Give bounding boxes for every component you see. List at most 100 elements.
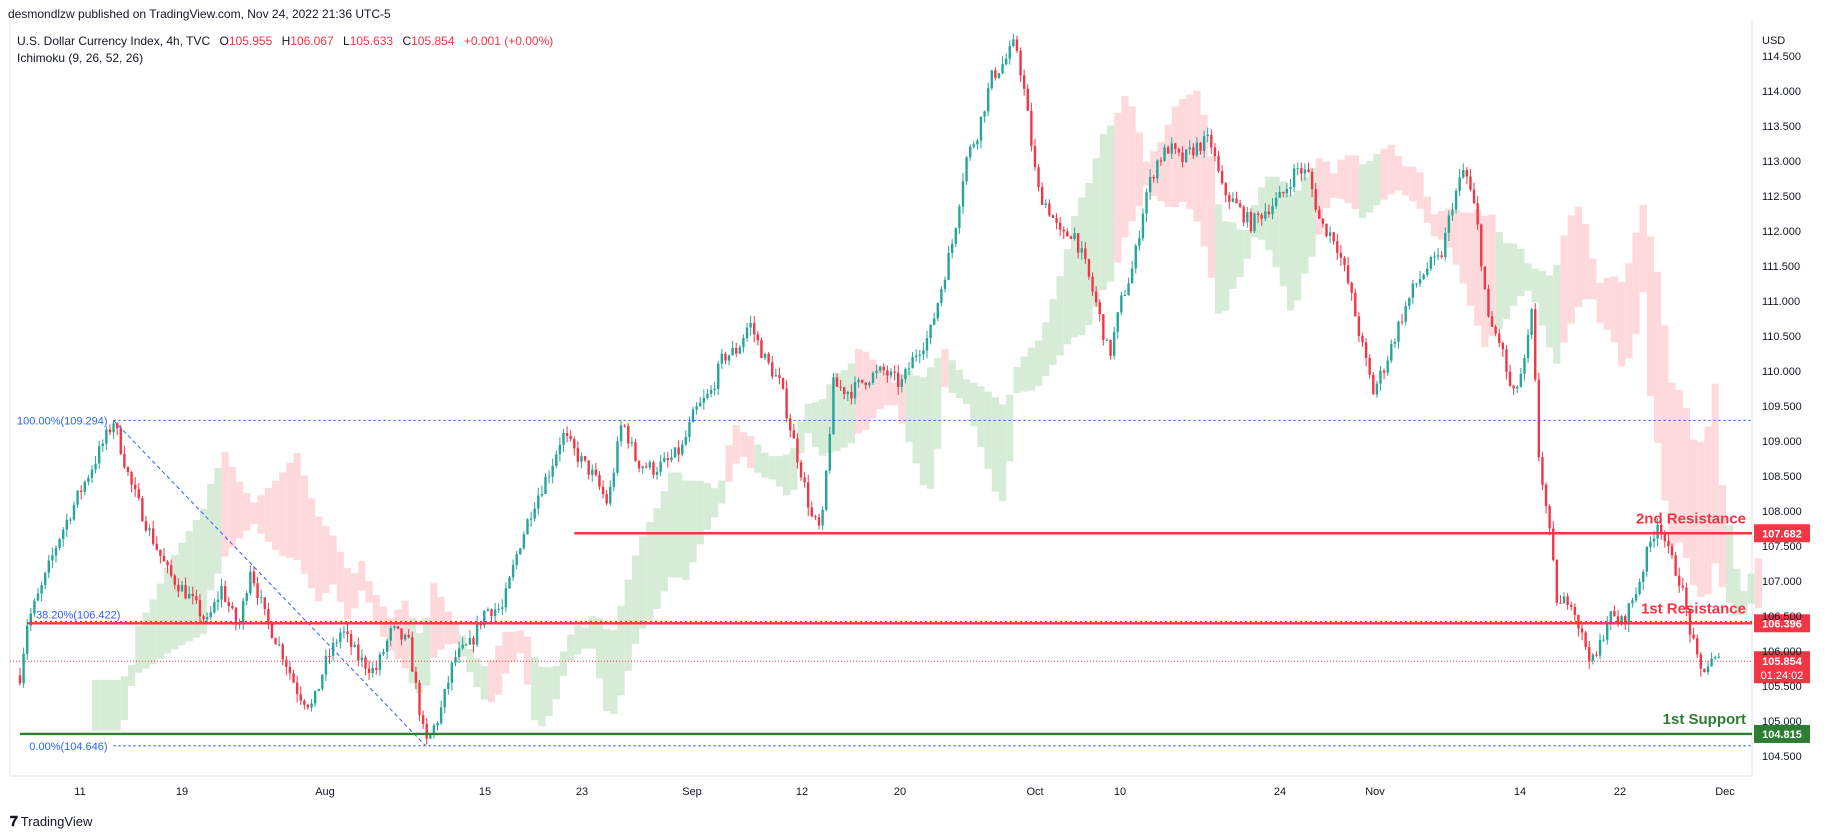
cloud-segment bbox=[243, 493, 251, 531]
candle-body bbox=[1321, 218, 1325, 224]
change-value: +0.001 (+0.00%) bbox=[463, 34, 554, 48]
cloud-segment bbox=[725, 445, 733, 482]
candle-body bbox=[627, 425, 630, 444]
candle-body bbox=[1562, 596, 1566, 604]
candle-body bbox=[407, 634, 410, 638]
cloud-segment bbox=[624, 579, 632, 671]
ichimoku-cloud bbox=[91, 90, 1762, 731]
cloud-segment bbox=[948, 360, 956, 393]
price-tick-label: 106.000 bbox=[1762, 646, 1802, 658]
candle-body bbox=[119, 428, 122, 454]
candle-body bbox=[1127, 283, 1130, 296]
cloud-segment bbox=[696, 480, 704, 545]
symbol-name[interactable]: U.S. Dollar Currency Index, 4h, TVC bbox=[17, 34, 211, 48]
candle-body bbox=[936, 303, 939, 319]
candle-body bbox=[1260, 214, 1263, 219]
candle-body bbox=[511, 565, 515, 578]
candle-body bbox=[1055, 217, 1058, 223]
price-tick-label: 105.500 bbox=[1762, 681, 1802, 693]
cloud-segment bbox=[127, 665, 136, 686]
candle-body bbox=[925, 338, 929, 351]
candle-body bbox=[486, 609, 490, 612]
cloud-segment bbox=[235, 481, 244, 539]
candle-body bbox=[990, 70, 993, 89]
candle-body bbox=[1375, 383, 1379, 395]
candle-body bbox=[1400, 321, 1404, 323]
cloud-segment bbox=[588, 616, 596, 649]
candle-body bbox=[702, 397, 706, 403]
candle-body bbox=[648, 462, 652, 468]
candle-body bbox=[619, 425, 623, 442]
candle-body bbox=[454, 656, 457, 663]
indicator-legend[interactable]: Ichimoku (9, 26, 52, 26) bbox=[17, 51, 144, 65]
candle-body bbox=[1372, 374, 1375, 395]
candle-body bbox=[54, 547, 58, 556]
candle-body bbox=[1156, 160, 1159, 179]
cloud-segment bbox=[156, 583, 164, 659]
cloud-segment bbox=[293, 453, 301, 560]
candle-body bbox=[263, 597, 266, 609]
candle-body bbox=[306, 704, 310, 708]
cloud-segment bbox=[1430, 214, 1439, 237]
time-tick-label: 22 bbox=[1614, 786, 1626, 798]
cloud-segment bbox=[1603, 277, 1611, 330]
close-label: C bbox=[402, 34, 412, 48]
candle-body bbox=[461, 644, 464, 649]
cloud-segment bbox=[855, 348, 863, 434]
time-axis: 11 19 Aug 15 23 Sep 12 20 Oct 10 24 Nov 14 22 Dec bbox=[74, 786, 1735, 798]
candle-body bbox=[1138, 238, 1141, 246]
candle-body bbox=[1418, 279, 1422, 284]
cloud-segment bbox=[1474, 209, 1482, 326]
candle-body bbox=[389, 628, 392, 641]
cloud-segment bbox=[99, 679, 107, 731]
candle-body bbox=[234, 608, 238, 625]
cloud-segment bbox=[783, 454, 791, 496]
candle-body bbox=[954, 228, 957, 244]
candle-body bbox=[1541, 457, 1544, 485]
candle-body bbox=[414, 671, 418, 683]
cloud-segment bbox=[1409, 166, 1417, 202]
price-tick-label: 114.500 bbox=[1762, 51, 1801, 63]
candle-body bbox=[1710, 658, 1713, 667]
cloud-segment bbox=[739, 432, 748, 457]
candle-body bbox=[1325, 223, 1328, 236]
cloud-segment bbox=[394, 609, 402, 660]
candle-body bbox=[1433, 256, 1436, 258]
cloud-segment bbox=[1250, 205, 1259, 238]
candle-body bbox=[1552, 528, 1555, 561]
publisher-line: desmondlzw published on TradingView.com,… bbox=[8, 7, 391, 21]
candle-body bbox=[195, 596, 198, 601]
cloud-segment bbox=[509, 631, 517, 662]
cloud-segment bbox=[185, 531, 193, 642]
candle-body bbox=[1609, 611, 1613, 624]
candle-body bbox=[1091, 276, 1094, 292]
cloud-segment bbox=[1106, 125, 1115, 282]
candle-body bbox=[162, 555, 166, 562]
candle-body bbox=[814, 516, 817, 518]
candle-body bbox=[850, 391, 853, 399]
candle-body bbox=[756, 334, 760, 341]
candle-body bbox=[778, 375, 781, 378]
cloud-segment bbox=[538, 666, 546, 727]
candle-body bbox=[1476, 203, 1479, 225]
cloud-segment bbox=[1517, 248, 1525, 297]
candle-body bbox=[241, 600, 245, 624]
cloud-segment bbox=[1632, 232, 1640, 335]
candle-body bbox=[97, 446, 101, 464]
cloud-segment bbox=[351, 573, 359, 609]
cloud-segment bbox=[1279, 181, 1287, 287]
candle-body bbox=[1634, 594, 1638, 601]
cloud-segment bbox=[1589, 258, 1597, 300]
candle-body bbox=[1148, 177, 1152, 193]
candle-body bbox=[1058, 222, 1062, 230]
cloud-segment bbox=[1092, 158, 1100, 307]
cloud-segment bbox=[1690, 439, 1698, 586]
cloud-segment bbox=[1286, 194, 1295, 311]
cloud-segment bbox=[286, 462, 294, 558]
fib-level-label: 100.00%(109.294) bbox=[17, 415, 108, 427]
candle-body bbox=[735, 348, 738, 354]
cloud-segment bbox=[415, 633, 424, 694]
candle-body bbox=[1573, 606, 1577, 615]
candle-body bbox=[1397, 321, 1400, 342]
